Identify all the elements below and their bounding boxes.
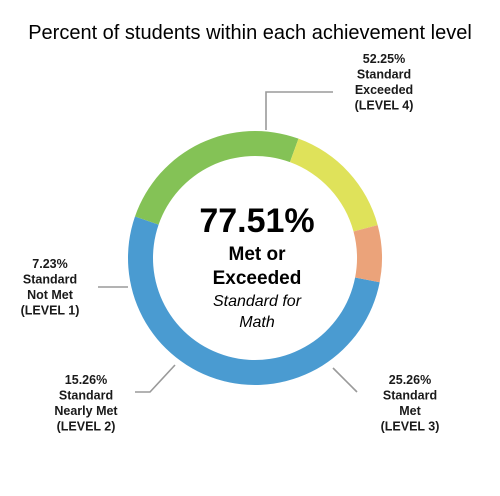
slice-label-line: (LEVEL 1)	[21, 304, 80, 318]
leader-line-3	[135, 364, 176, 393]
leader-lines	[98, 91, 358, 393]
slice-label-3: 15.26% Standard Nearly Met (LEVEL 2)	[54, 373, 118, 434]
slice-label-line: 52.25%	[363, 52, 405, 66]
slice-label-line: Met	[399, 404, 421, 418]
donut-slice-4	[353, 225, 382, 283]
center-line-1: Met or	[229, 244, 287, 265]
slice-label-line: 25.26%	[389, 373, 431, 387]
center-line-3: Standard for	[213, 293, 302, 310]
slice-label-line: Not Met	[27, 288, 74, 302]
donut-slice-3	[289, 138, 378, 232]
slice-label-line: (LEVEL 4)	[355, 99, 414, 113]
center-line-2: Exceeded	[213, 268, 302, 289]
slice-label-2: 25.26% Standard Met (LEVEL 3)	[381, 373, 440, 434]
slice-label-line: 15.26%	[65, 373, 107, 387]
slice-label-line: Standard	[383, 389, 437, 403]
slice-label-4: 7.23% Standard Not Met (LEVEL 1)	[21, 257, 80, 318]
leader-line-1	[265, 91, 333, 130]
leader-line-2	[332, 367, 358, 393]
donut-center: 77.51% Met or Exceeded Standard for Math	[199, 202, 314, 331]
donut-slice-2	[134, 131, 299, 225]
center-value: 77.51%	[199, 202, 314, 240]
slice-label-line: (LEVEL 2)	[57, 420, 116, 434]
slice-label-line: Nearly Met	[54, 404, 118, 418]
chart-title: Percent of students within each achievem…	[28, 22, 472, 44]
slice-label-1: 52.25% Standard Exceeded (LEVEL 4)	[355, 52, 414, 113]
slice-label-line: Exceeded	[355, 83, 413, 97]
donut-slice-1	[128, 216, 380, 385]
donut-slices	[128, 131, 382, 385]
slice-label-line: Standard	[23, 273, 77, 287]
slice-label-line: Standard	[357, 68, 411, 82]
center-line-4: Math	[239, 314, 275, 331]
slice-label-line: 7.23%	[32, 257, 67, 271]
slice-labels: 52.25% Standard Exceeded (LEVEL 4)25.26% Sta…	[21, 52, 440, 434]
slice-label-line: (LEVEL 3)	[381, 420, 440, 434]
slice-label-line: Standard	[59, 389, 113, 403]
